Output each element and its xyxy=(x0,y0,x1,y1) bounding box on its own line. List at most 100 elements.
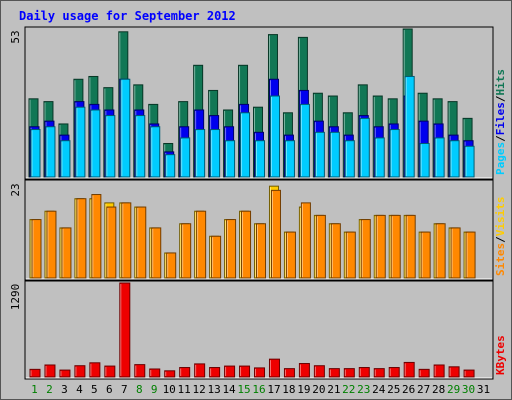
bar-kbytes-day-18 xyxy=(283,368,295,378)
legend-sep: / xyxy=(494,236,507,243)
bar-sites-day-2 xyxy=(46,210,57,279)
bar-pages-day-21 xyxy=(329,131,340,178)
bar-sites-day-8 xyxy=(136,206,147,279)
bar-pages-day-16 xyxy=(255,140,266,178)
x-tick-label-day-8: 8 xyxy=(136,383,143,396)
bar-kbytes-day-6 xyxy=(104,365,116,378)
bar-kbytes-day-21 xyxy=(328,368,340,378)
x-tick-label-day-16: 16 xyxy=(252,383,265,396)
bar-sites-day-22 xyxy=(345,231,356,279)
bar-sites-day-14 xyxy=(226,219,237,279)
bar-sites-day-9 xyxy=(151,227,162,279)
bar-kbytes-day-24 xyxy=(373,368,385,378)
bar-kbytes-day-1 xyxy=(29,368,41,378)
bar-sites-day-12 xyxy=(196,210,207,279)
x-tick-label-day-21: 21 xyxy=(327,383,340,396)
bar-pages-day-23 xyxy=(359,117,370,178)
legend-hits-files-pages: Pages/Files/Hits xyxy=(494,69,507,175)
bar-kbytes-day-5 xyxy=(89,362,101,378)
x-tick-label-day-6: 6 xyxy=(106,383,113,396)
bar-kbytes-day-23 xyxy=(358,367,370,378)
x-tick-label-day-17: 17 xyxy=(267,383,280,396)
bar-sites-day-10 xyxy=(166,252,177,279)
x-tick-label-day-15: 15 xyxy=(237,383,250,396)
bar-pages-day-30 xyxy=(464,145,475,178)
bar-sites-day-23 xyxy=(360,219,371,279)
bar-pages-day-25 xyxy=(389,129,400,178)
x-tick-label-day-20: 20 xyxy=(312,383,325,396)
bar-pages-day-29 xyxy=(449,140,460,178)
bar-sites-day-11 xyxy=(181,223,192,279)
bar-sites-day-4 xyxy=(76,198,87,279)
bar-kbytes-day-25 xyxy=(388,367,400,378)
bar-kbytes-day-3 xyxy=(59,369,71,378)
legend-pages: Pages xyxy=(494,142,507,175)
bar-kbytes-day-9 xyxy=(149,368,161,378)
bar-sites-day-30 xyxy=(465,231,476,279)
x-tick-label-day-31: 31 xyxy=(477,383,490,396)
x-tick-label-day-11: 11 xyxy=(178,383,191,396)
bar-kbytes-day-27 xyxy=(418,368,430,378)
y-max-label-hits: 53 xyxy=(9,30,22,43)
bar-sites-day-13 xyxy=(211,235,222,279)
bar-sites-day-7 xyxy=(121,202,132,279)
x-tick-label-day-30: 30 xyxy=(462,383,475,396)
x-tick-label-day-12: 12 xyxy=(193,383,206,396)
bar-sites-day-18 xyxy=(285,231,296,279)
bar-sites-day-15 xyxy=(241,210,252,279)
bar-sites-day-26 xyxy=(405,214,416,279)
bar-pages-day-5 xyxy=(90,109,101,178)
bar-pages-day-3 xyxy=(60,140,71,178)
bar-kbytes-day-17 xyxy=(268,358,280,378)
bar-kbytes-day-15 xyxy=(239,365,251,378)
legend-sites: Sites xyxy=(494,243,507,276)
bar-pages-day-6 xyxy=(105,115,116,178)
legend-visits-sites: Sites/Visits xyxy=(494,197,507,277)
bar-pages-day-14 xyxy=(225,140,236,178)
legend-hits: Hits xyxy=(494,69,507,96)
bar-pages-day-26 xyxy=(404,75,415,178)
bar-kbytes-day-8 xyxy=(134,364,146,378)
bar-pages-day-12 xyxy=(195,129,206,178)
bar-kbytes-day-14 xyxy=(224,365,236,378)
x-tick-label-day-26: 26 xyxy=(402,383,415,396)
bar-sites-day-25 xyxy=(390,214,401,279)
bar-pages-day-15 xyxy=(240,112,251,178)
bar-sites-day-5 xyxy=(91,194,102,279)
legend-files: Files xyxy=(494,102,507,135)
legend-sep: / xyxy=(494,135,507,142)
x-tick-label-day-3: 3 xyxy=(61,383,68,396)
bar-kbytes-day-2 xyxy=(44,364,56,378)
panel-3-border xyxy=(24,280,494,380)
bar-kbytes-day-30 xyxy=(463,369,475,378)
bar-pages-day-4 xyxy=(75,106,86,178)
bar-pages-day-27 xyxy=(419,142,430,178)
bar-pages-day-9 xyxy=(150,126,161,178)
bar-sites-day-28 xyxy=(435,223,446,279)
x-tick-label-day-24: 24 xyxy=(372,383,386,396)
bar-sites-day-17 xyxy=(270,189,281,279)
bar-pages-day-24 xyxy=(374,137,385,178)
bar-kbytes-day-20 xyxy=(313,365,325,378)
bar-pages-day-7 xyxy=(120,78,131,178)
x-tick-label-day-9: 9 xyxy=(151,383,158,396)
bar-pages-day-10 xyxy=(165,154,176,178)
bar-kbytes-day-26 xyxy=(403,361,415,378)
x-tick-label-day-18: 18 xyxy=(282,383,295,396)
bar-sites-day-3 xyxy=(61,227,72,279)
legend-visits: Visits xyxy=(494,197,507,237)
bar-kbytes-day-7 xyxy=(119,282,131,378)
y-max-label-kbytes: 1290 xyxy=(9,284,22,311)
x-tick-label-day-23: 23 xyxy=(357,383,370,396)
bar-sites-day-19 xyxy=(300,202,311,279)
bar-kbytes-day-19 xyxy=(298,363,310,378)
bar-sites-day-1 xyxy=(31,219,42,279)
bar-kbytes-day-28 xyxy=(433,364,445,378)
x-tick-label-day-28: 28 xyxy=(432,383,445,396)
x-tick-label-day-10: 10 xyxy=(163,383,176,396)
bar-kbytes-day-13 xyxy=(209,367,221,378)
bar-pages-day-1 xyxy=(30,129,41,178)
legend-sep: / xyxy=(494,95,507,102)
bar-sites-day-27 xyxy=(420,231,431,279)
bar-kbytes-day-11 xyxy=(179,367,191,378)
